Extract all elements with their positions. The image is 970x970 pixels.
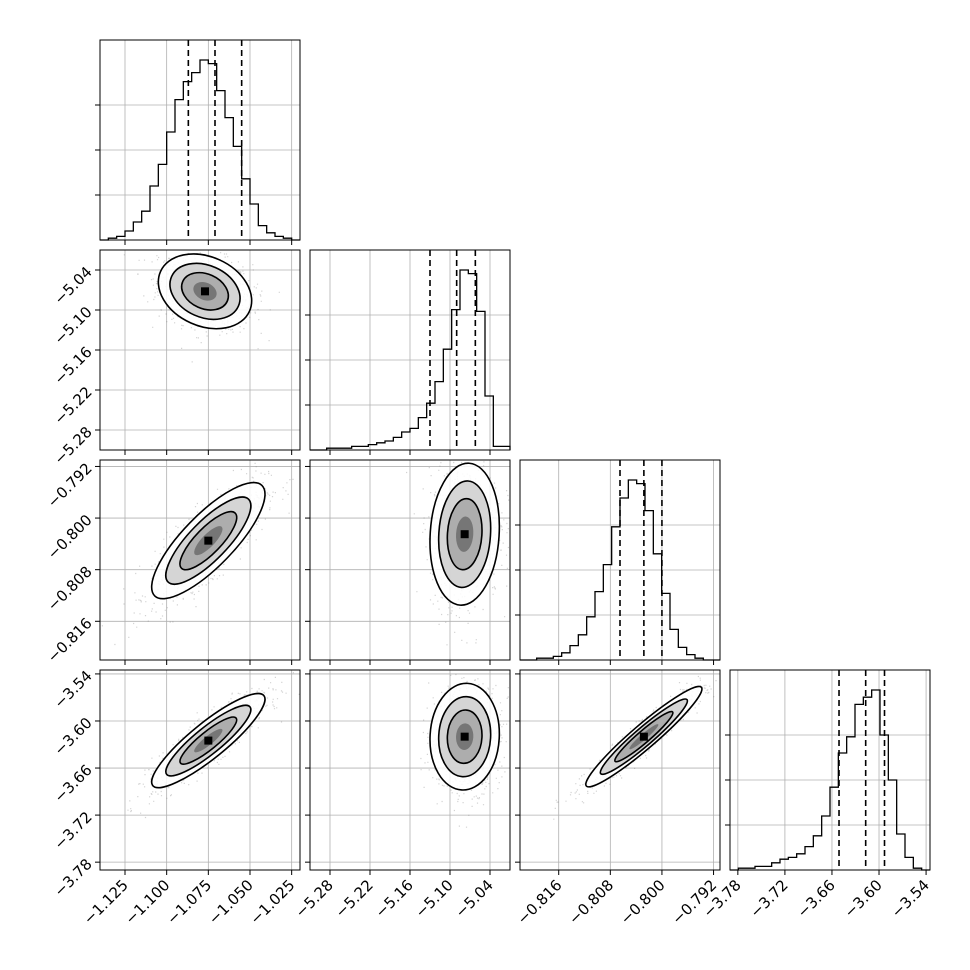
scatter-panel-3-1 <box>305 669 511 875</box>
panel-frame <box>99 39 301 241</box>
scatter-panel-3-2 <box>515 669 721 875</box>
contour-line <box>165 704 252 777</box>
y-tick-label: −5.16 <box>50 343 95 388</box>
x-tick-label: −3.66 <box>794 876 839 921</box>
x-tick-label: −1.075 <box>163 876 215 928</box>
histogram-step <box>520 479 720 661</box>
histogram-step <box>310 269 511 451</box>
x-tick-label: −3.72 <box>746 876 791 921</box>
y-tick-label: −3.66 <box>50 761 95 806</box>
contour-line <box>585 685 703 788</box>
hist-panel-3 <box>725 669 931 875</box>
y-tick-label: −5.22 <box>50 383 95 428</box>
x-tick-label: −3.54 <box>888 876 933 921</box>
y-tick-label: −0.800 <box>44 511 96 563</box>
panel-frame <box>519 669 721 871</box>
contour-line <box>179 716 238 765</box>
x-tick-label: −1.050 <box>205 876 257 928</box>
panel-frame <box>519 459 721 661</box>
y-tick-label: −5.04 <box>50 263 95 308</box>
contour-line <box>614 710 674 763</box>
hist-panel-1 <box>305 249 511 455</box>
x-tick-label: −0.808 <box>565 876 617 928</box>
contour-line <box>437 480 492 589</box>
y-tick-label: −5.28 <box>50 423 95 468</box>
contour-line <box>157 253 253 330</box>
density-peak <box>204 736 213 745</box>
hist-panel-0 <box>95 39 301 245</box>
contour-line <box>150 692 266 789</box>
contour-line <box>429 462 501 606</box>
y-tick-label: −5.10 <box>50 303 95 348</box>
x-tick-label: −0.816 <box>514 876 566 928</box>
contour-line <box>150 481 266 600</box>
y-tick-label: −0.816 <box>44 614 96 666</box>
density-peak <box>639 732 648 741</box>
x-tick-label: −5.28 <box>292 876 337 921</box>
contour-line <box>165 496 252 585</box>
x-tick-label: −5.04 <box>452 876 497 921</box>
scatter-panel-1-0 <box>95 249 301 455</box>
panel-frame <box>729 669 931 871</box>
contour-line <box>180 271 230 311</box>
y-tick-label: −3.72 <box>50 808 95 853</box>
contour-line <box>179 510 238 571</box>
scatter-panel-2-1 <box>305 459 511 665</box>
histogram-step <box>100 59 300 241</box>
x-tick-label: −1.025 <box>247 876 299 928</box>
y-tick-label: −0.808 <box>44 563 96 615</box>
density-peak <box>460 732 469 741</box>
y-tick-label: −3.78 <box>50 855 95 900</box>
density-peak <box>204 536 213 545</box>
contour-line <box>599 698 689 776</box>
contour-line <box>446 497 483 571</box>
density-peak <box>201 287 209 296</box>
scatter-panel-2-0 <box>95 459 301 665</box>
y-tick-label: −0.792 <box>44 459 96 511</box>
contour-line <box>429 682 501 791</box>
panel-frame <box>99 459 301 661</box>
contour-line <box>437 695 492 778</box>
histogram-step <box>730 689 930 871</box>
x-tick-label: −5.10 <box>412 876 457 921</box>
contour-line <box>446 709 483 765</box>
x-tick-label: −0.800 <box>617 876 669 928</box>
hist-panel-2 <box>515 459 721 665</box>
x-tick-label: −5.16 <box>372 876 417 921</box>
density-peak <box>460 530 469 539</box>
y-tick-label: −3.54 <box>50 667 95 712</box>
x-tick-label: −1.125 <box>80 876 132 928</box>
x-tick-label: −5.22 <box>332 876 377 921</box>
y-tick-label: −3.60 <box>50 714 95 759</box>
panel-frame <box>99 669 301 871</box>
contour-line <box>169 262 241 321</box>
x-tick-label: −3.60 <box>841 876 886 921</box>
x-tick-label: −1.100 <box>122 876 174 928</box>
scatter-panel-3-0 <box>95 669 301 875</box>
